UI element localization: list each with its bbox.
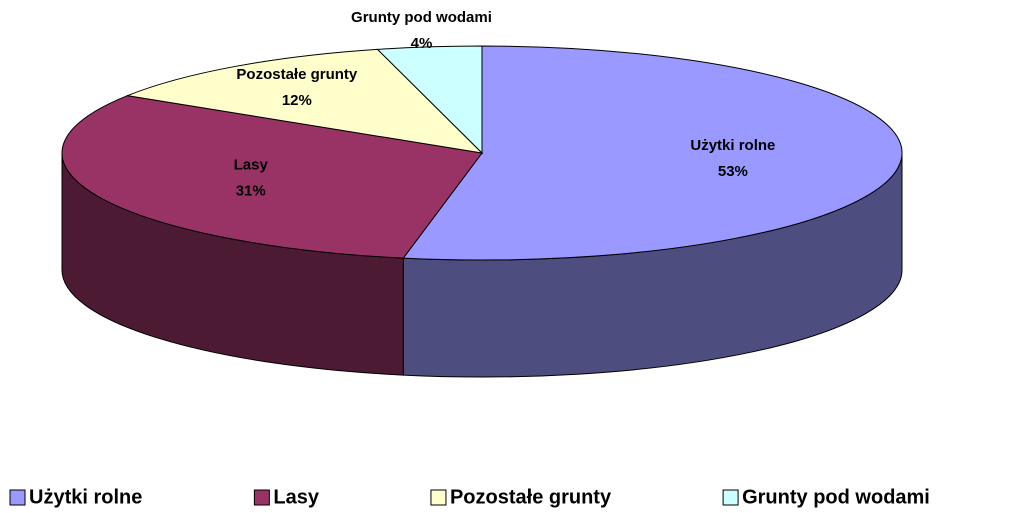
slice-value: 4%: [411, 35, 433, 52]
legend-label: Lasy: [273, 486, 319, 508]
legend-swatch: [722, 489, 739, 506]
slice-labels: Użytki rolne 53% Lasy 31% Pozostałe grunty 12…: [234, 9, 776, 200]
legend-swatch: [430, 489, 447, 506]
pie: [61, 45, 903, 378]
legend-swatch: [9, 489, 26, 506]
legend-label: Grunty pod wodami: [742, 486, 930, 508]
slice: [376, 45, 483, 155]
slice-value: 12%: [282, 92, 312, 109]
slice: [125, 48, 484, 154]
slice-category: Grunty pod wodami: [351, 9, 492, 26]
slice-category: Lasy: [234, 156, 269, 173]
legend-label: Pozostałe grunty: [450, 486, 612, 508]
legend-label: Użytki rolne: [29, 486, 142, 508]
slice-value: 53%: [718, 163, 748, 180]
slice-category: Pozostałe grunty: [236, 66, 358, 83]
legend-swatch: [253, 489, 270, 506]
legend: Użytki rolne Lasy Pozostałe grunty Grunty p…: [9, 486, 930, 508]
slice-value: 31%: [236, 182, 266, 199]
slice: [402, 45, 903, 261]
slice-category: Użytki rolne: [690, 137, 775, 154]
